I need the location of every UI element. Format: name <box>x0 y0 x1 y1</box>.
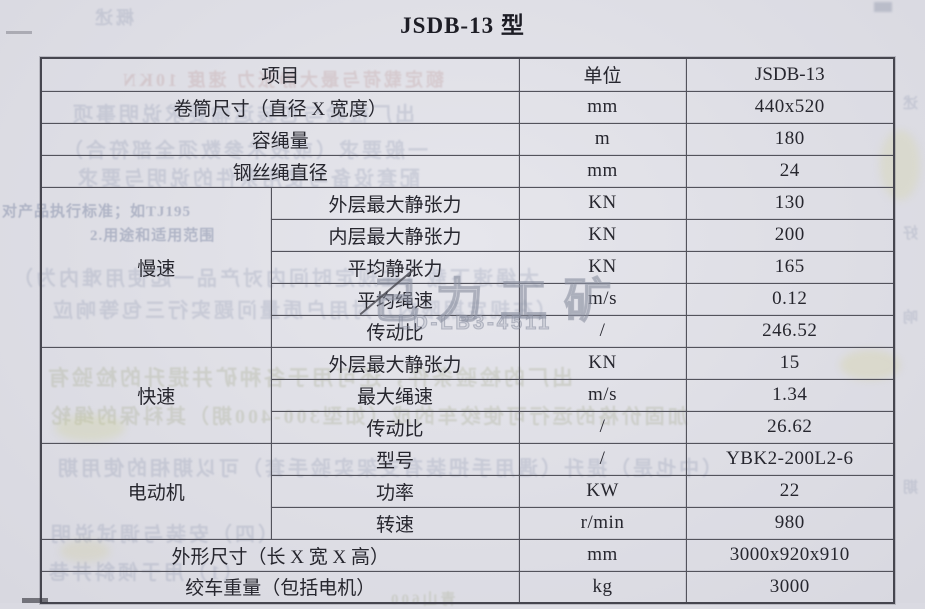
page-title: JSDB-13 型 <box>400 13 525 38</box>
unit-cell: mm <box>518 538 687 572</box>
item-cell: 绞车重量（包括电机） <box>40 570 520 604</box>
unit-cell: m/s <box>518 378 687 412</box>
value-cell: 180 <box>685 122 895 156</box>
value-cell: 246.52 <box>685 314 895 348</box>
table-row: 平均绳速 m/s 0.12 <box>41 282 895 316</box>
table-row: 外形尺寸（长 X 宽 X 高） mm 3000x920x910 <box>40 538 895 572</box>
value-cell: 980 <box>685 506 895 540</box>
value-cell: 440x520 <box>685 90 895 124</box>
unit-cell: KN <box>518 250 687 284</box>
item-cell: 外层最大静张力 <box>270 346 520 380</box>
item-cell: 转速 <box>270 506 520 540</box>
value-cell: 3000 <box>685 570 895 604</box>
bleed-text: 期 <box>900 480 919 496</box>
table-row: 钢丝绳直径 mm 24 <box>40 154 895 188</box>
item-cell: 外层最大静张力 <box>270 186 520 220</box>
item-cell: 钢丝绳直径 <box>40 154 520 188</box>
group-cell-fast: 快速 <box>40 346 272 444</box>
table-row: 慢速 外层最大静张力 KN 130 <box>40 186 895 348</box>
item-cell: 平均静张力 <box>270 250 520 284</box>
scan-mark-top-right <box>874 2 892 12</box>
value-cell: 1.34 <box>685 378 895 412</box>
value-cell: 15 <box>685 346 895 380</box>
scan-mark-bottom-left <box>22 598 48 603</box>
unit-cell: m <box>518 122 687 156</box>
table-row: 内层最大静张力 KN 200 <box>41 218 895 252</box>
table-row: 最大绳速 m/s 1.34 <box>41 378 895 412</box>
col-header-item: 项目 <box>40 57 520 92</box>
table-row: 卷筒尺寸（直径 X 宽度） mm 440x520 <box>40 90 895 124</box>
bleed-text: 好 <box>900 226 919 242</box>
value-cell: YBK2-200L2-6 <box>685 442 895 476</box>
unit-cell: / <box>518 442 687 476</box>
item-cell: 内层最大静张力 <box>270 218 520 252</box>
value-cell: 0.12 <box>685 282 895 316</box>
value-cell: 130 <box>685 186 895 220</box>
item-cell: 传动比 <box>270 410 520 444</box>
col-header-unit: 单位 <box>518 57 687 92</box>
unit-cell: KN <box>518 186 687 220</box>
item-cell: 最大绳速 <box>270 378 520 412</box>
unit-cell: KW <box>518 474 687 508</box>
unit-cell: kg <box>518 570 687 604</box>
table-row: 转速 r/min 980 <box>41 506 895 540</box>
table-row: 传动比 / 26.62 <box>41 410 895 444</box>
group-cell-slow: 慢速 <box>40 186 272 348</box>
col-header-model: JSDB-13 <box>685 57 895 92</box>
unit-cell: KN <box>518 346 687 380</box>
table-header-row: 项目 单位 JSDB-13 <box>40 57 895 92</box>
unit-cell: / <box>518 314 687 348</box>
item-cell: 外形尺寸（长 X 宽 X 高） <box>40 538 520 572</box>
bleed-text: 响 <box>900 310 919 326</box>
table-row: 功率 KW 22 <box>41 474 895 508</box>
item-cell: 容绳量 <box>40 122 520 156</box>
unit-cell: KN <box>518 218 687 252</box>
item-cell: 传动比 <box>270 314 520 348</box>
table-row: 快速 外层最大静张力 KN 15 <box>40 346 895 444</box>
bleed-text: 述 <box>900 96 919 112</box>
unit-cell: m/s <box>518 282 687 316</box>
scan-mark-top-left <box>6 31 32 34</box>
value-cell: 165 <box>685 250 895 284</box>
spec-table: 项目 单位 JSDB-13 卷筒尺寸（直径 X 宽度） mm 440x520 容… <box>38 56 897 605</box>
table-row: 容绳量 m 180 <box>40 122 895 156</box>
value-cell: 3000x920x910 <box>685 538 895 572</box>
value-cell: 22 <box>685 474 895 508</box>
unit-cell: / <box>518 410 687 444</box>
item-cell: 型号 <box>270 442 520 476</box>
unit-cell: r/min <box>518 506 687 540</box>
value-cell: 24 <box>685 154 895 188</box>
item-cell: 卷筒尺寸（直径 X 宽度） <box>40 90 520 124</box>
table-row: 电动机 型号 / YBK2-200L2-6 <box>40 442 895 540</box>
value-cell: 200 <box>685 218 895 252</box>
item-cell: 功率 <box>270 474 520 508</box>
unit-cell: mm <box>518 154 687 188</box>
item-cell: 平均绳速 <box>270 282 520 316</box>
table-row: 传动比 / 246.52 <box>41 314 895 348</box>
value-cell: 26.62 <box>685 410 895 444</box>
group-cell-motor: 电动机 <box>40 442 272 540</box>
table-row: 绞车重量（包括电机） kg 3000 <box>40 570 895 604</box>
unit-cell: mm <box>518 90 687 124</box>
